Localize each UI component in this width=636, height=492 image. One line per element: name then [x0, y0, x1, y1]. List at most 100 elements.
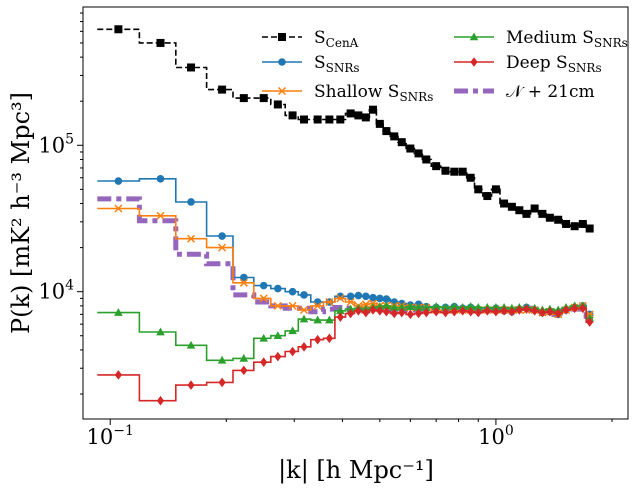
- data-point: [325, 115, 334, 124]
- series-line-1: [97, 178, 594, 316]
- data-point: [274, 351, 282, 362]
- data-point: [336, 312, 344, 322]
- data-point: [491, 185, 500, 194]
- data-point: [422, 155, 431, 164]
- data-point: [545, 213, 554, 222]
- data-point: [354, 111, 363, 120]
- data-point: [474, 185, 483, 194]
- data-point: [114, 177, 123, 185]
- data-point: [218, 85, 227, 94]
- data-point: [406, 309, 414, 320]
- data-point: [346, 304, 355, 313]
- data-point: [239, 94, 248, 103]
- data-point: [114, 25, 123, 34]
- data-point: [546, 306, 554, 317]
- data-point: [347, 308, 355, 319]
- data-point: [114, 308, 123, 316]
- data-point: [450, 167, 459, 176]
- data-point: [538, 307, 547, 318]
- data-point: [346, 297, 355, 307]
- data-point: [473, 302, 483, 311]
- data-point: [259, 94, 268, 103]
- legend: SCenA SSNRs Shallow SSNRs Medium SSNRs Deep …: [262, 28, 628, 104]
- data-point: [187, 234, 196, 243]
- data-point: [313, 315, 322, 324]
- legend-label: Shallow SSNRs: [314, 82, 433, 104]
- x-tick-label: 100: [478, 423, 514, 449]
- data-point: [354, 291, 363, 300]
- data-point: [187, 198, 195, 206]
- data-point: [239, 278, 248, 287]
- data-point: [362, 307, 370, 318]
- data-point: [571, 303, 579, 314]
- data-point: [368, 105, 377, 114]
- data-point: [288, 287, 297, 296]
- data-point: [273, 331, 283, 340]
- data-point: [187, 380, 195, 390]
- data-point: [585, 224, 594, 233]
- data-point: [375, 119, 384, 128]
- series-0: [97, 25, 594, 233]
- data-point: [361, 113, 370, 122]
- data-point: [522, 209, 531, 218]
- legend-label: Medium SSNRs: [506, 28, 628, 50]
- data-point: [325, 297, 334, 307]
- legend-marker: [469, 32, 479, 41]
- data-point: [382, 127, 391, 136]
- data-point: [382, 295, 391, 303]
- legend-entry-3: Medium SSNRs: [454, 28, 628, 50]
- data-point: [217, 355, 227, 364]
- data-point: [325, 315, 334, 324]
- legend-marker: [278, 33, 286, 41]
- data-point: [362, 292, 370, 301]
- data-point: [398, 307, 406, 318]
- data-point: [491, 302, 501, 311]
- legend-entry-0: SCenA: [262, 28, 359, 50]
- data-point: [114, 370, 122, 380]
- legend-marker: [278, 58, 286, 66]
- data-point: [474, 307, 482, 318]
- data-point: [369, 305, 377, 315]
- data-point: [260, 357, 268, 367]
- data-point: [218, 243, 227, 252]
- data-point: [414, 149, 423, 158]
- data-point: [156, 395, 165, 406]
- data-point: [515, 206, 524, 215]
- data-point: [376, 294, 384, 303]
- data-point: [406, 144, 415, 153]
- y-tick-label: 104: [38, 278, 74, 304]
- data-point: [441, 166, 450, 175]
- data-point: [579, 303, 587, 314]
- data-point: [156, 211, 165, 220]
- series-line-4: [97, 307, 594, 402]
- data-point: [361, 300, 370, 309]
- data-point: [346, 109, 355, 118]
- data-point: [299, 314, 309, 323]
- data-point: [397, 138, 406, 147]
- data-point: [414, 308, 423, 319]
- data-point: [562, 219, 571, 228]
- ticks: 10−1 100 104 105: [38, 12, 613, 449]
- data-point: [483, 192, 492, 201]
- plot-frame: [82, 6, 629, 420]
- data-point: [288, 301, 297, 310]
- legend-marker: [277, 86, 287, 96]
- plot-area: [97, 25, 594, 406]
- data-point: [288, 111, 297, 120]
- data-point: [390, 132, 399, 141]
- data-point: [390, 308, 398, 319]
- data-point: [300, 115, 309, 124]
- data-point: [466, 173, 475, 182]
- data-point: [467, 306, 475, 317]
- data-point: [531, 306, 539, 316]
- data-point: [414, 302, 423, 311]
- data-point: [354, 306, 363, 316]
- data-point: [382, 306, 390, 317]
- legend-label: SSNRs: [314, 53, 360, 75]
- data-point: [186, 340, 196, 349]
- data-point: [441, 307, 450, 318]
- data-point: [450, 302, 459, 310]
- data-point: [530, 204, 539, 213]
- y-axis-label: P(k) [mK² h⁻³ Mpc³]: [7, 92, 35, 334]
- data-point: [300, 291, 308, 299]
